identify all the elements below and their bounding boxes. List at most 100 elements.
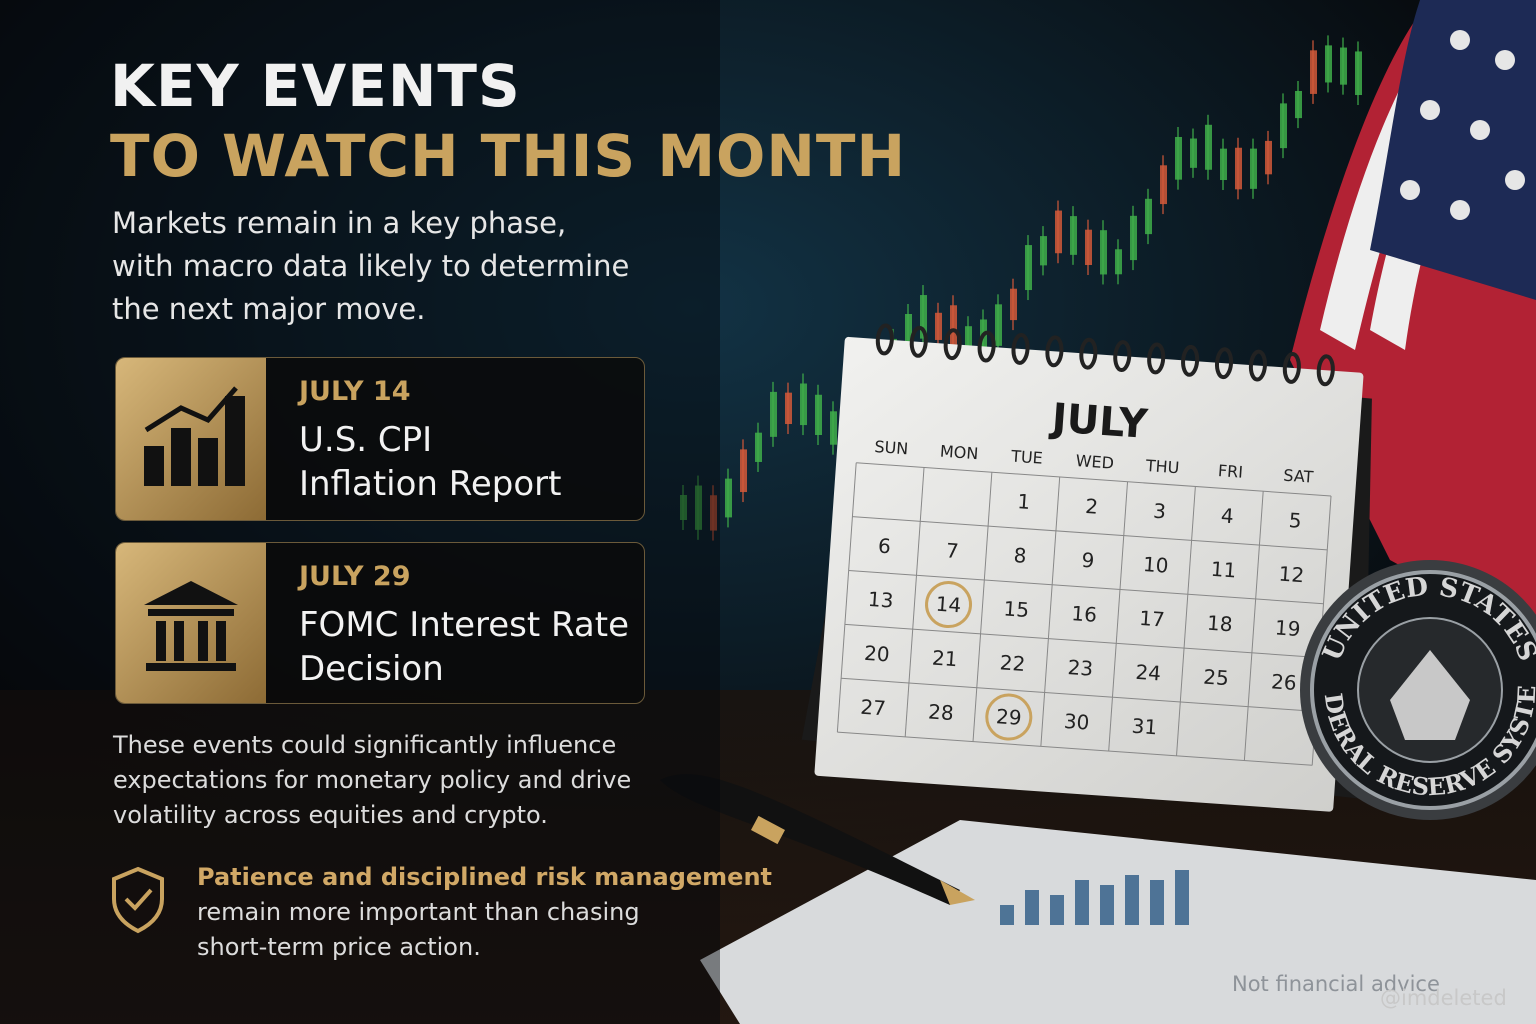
grid-line — [852, 516, 1328, 551]
event-title-line: FOMC Interest Rate — [299, 605, 629, 645]
candle-body — [1355, 51, 1362, 96]
candle-body — [1280, 103, 1287, 149]
candle-body — [935, 312, 942, 340]
candle-body — [785, 392, 792, 425]
candle-body — [995, 304, 1002, 346]
candle-body — [1100, 230, 1107, 275]
icon — [144, 386, 245, 486]
candle-body — [695, 485, 702, 530]
day: 31 — [1131, 714, 1158, 740]
day: 17 — [1138, 606, 1165, 632]
title-line: KEY EVENTS — [110, 52, 521, 120]
day: 20 — [863, 641, 890, 667]
grid-line — [1040, 476, 1061, 747]
event-card: JULY 14 U.S. CPI Inflation Report — [115, 357, 645, 521]
ring — [1214, 347, 1234, 380]
ring — [1248, 349, 1268, 382]
callout-line: remain more important than chasing — [197, 898, 640, 926]
grid-line — [972, 472, 993, 742]
ring — [943, 328, 962, 361]
handle: @imdeleted — [1380, 986, 1507, 1010]
day: 9 — [1081, 548, 1095, 573]
day: 28 — [927, 699, 954, 725]
title-line: TO WATCH THIS MONTH — [110, 122, 906, 190]
candle-body — [1010, 288, 1017, 321]
chart-icon — [116, 358, 266, 520]
day: 7 — [945, 538, 959, 563]
intro: Markets remain in a key phase, with macr… — [112, 202, 629, 331]
candle-body — [755, 432, 762, 462]
candle-body — [1130, 215, 1137, 261]
candle-body — [1325, 45, 1332, 83]
grid-line — [848, 569, 1324, 605]
candle-body — [965, 326, 972, 360]
ring — [1079, 337, 1098, 370]
bank-icon — [116, 543, 266, 703]
callout: Patience and disciplined risk management… — [197, 860, 772, 965]
callout-highlight: Patience and disciplined risk management — [197, 863, 773, 891]
grid-line — [1243, 491, 1264, 761]
candle-body — [1340, 47, 1347, 85]
day: 23 — [1067, 655, 1094, 681]
day: 26 — [1270, 669, 1297, 695]
candle-body — [815, 394, 822, 436]
ring — [1045, 335, 1064, 368]
ring — [909, 325, 928, 358]
weekday: WED — [1075, 451, 1114, 473]
candle-body — [950, 305, 957, 351]
grid-line — [856, 462, 1332, 497]
pen — [660, 774, 975, 905]
event-title-line: U.S. CPI — [299, 420, 433, 460]
day: 21 — [931, 646, 958, 672]
event-title: U.S. CPI Inflation Report — [299, 418, 561, 506]
intro-line: with macro data likely to determine — [112, 249, 630, 283]
candle-body — [1175, 136, 1182, 180]
body-line: expectations for monetary policy and dri… — [113, 766, 632, 794]
day: 4 — [1220, 503, 1234, 528]
candle-body — [680, 495, 687, 520]
candle-body — [1190, 138, 1197, 168]
candle-body — [1085, 229, 1092, 266]
candle-body — [1040, 236, 1047, 266]
candle-body — [710, 495, 717, 531]
candle-body — [1055, 210, 1062, 254]
candle-body — [740, 449, 747, 493]
day: 2 — [1085, 494, 1099, 519]
day: 30 — [1063, 709, 1090, 735]
weekday: TUE — [1010, 447, 1044, 468]
intro-line: Markets remain in a key phase, — [112, 206, 567, 240]
disclaimer: Not financial advice — [1232, 972, 1440, 996]
candle-body — [905, 313, 912, 352]
intro-line: the next major move. — [112, 292, 426, 326]
day: 18 — [1206, 611, 1233, 637]
candle-body — [1295, 90, 1302, 119]
icon — [144, 581, 238, 671]
grid-line — [837, 731, 1313, 766]
day: 24 — [1135, 660, 1162, 686]
ring — [1181, 344, 1200, 377]
grid-line — [841, 677, 1316, 712]
grid-line — [844, 623, 1320, 659]
day: 19 — [1274, 615, 1301, 641]
candle-body — [1115, 249, 1122, 275]
month: JULY — [1047, 395, 1150, 448]
candle-body — [920, 295, 927, 339]
candle-body — [1250, 148, 1257, 189]
day: 6 — [877, 534, 891, 559]
ring — [875, 323, 894, 356]
event-date: JULY 29 — [299, 561, 411, 592]
candle-body — [1145, 198, 1152, 235]
weekday: FRI — [1217, 461, 1243, 482]
candle-body — [770, 391, 777, 437]
weekday: THU — [1144, 456, 1180, 477]
event-title-line: Decision — [299, 649, 444, 689]
weekday: MON — [939, 442, 979, 464]
day: 27 — [860, 695, 887, 721]
ring — [977, 330, 996, 363]
day: 12 — [1278, 562, 1305, 588]
day: 15 — [1003, 596, 1030, 622]
ring — [1011, 332, 1030, 365]
day: 25 — [1203, 665, 1230, 691]
